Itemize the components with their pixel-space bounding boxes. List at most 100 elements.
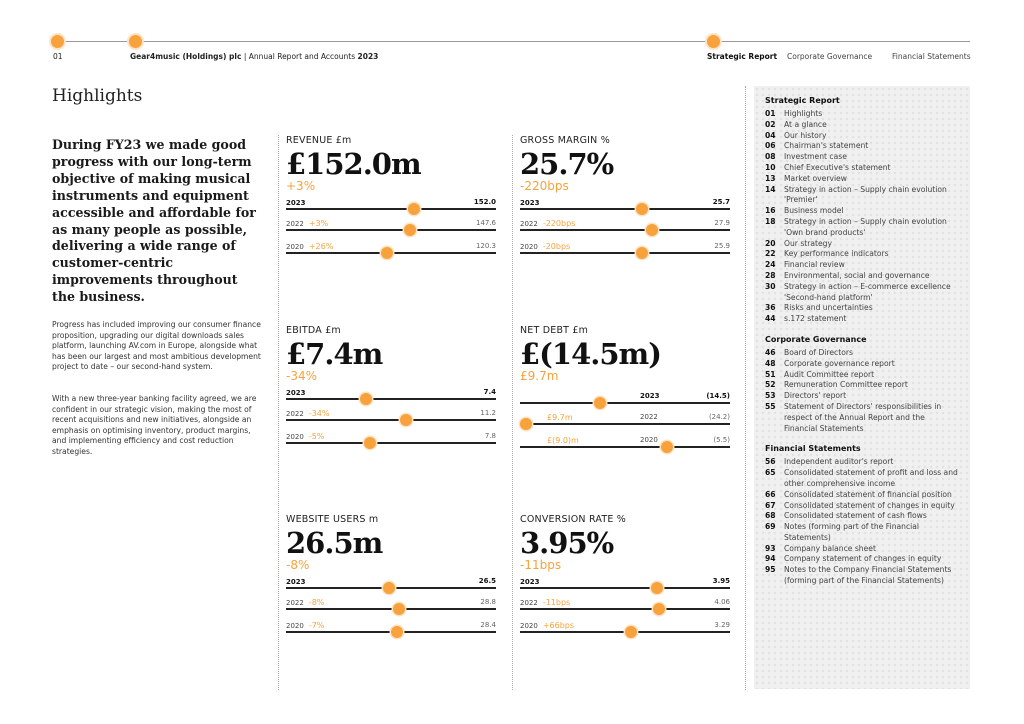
- contents-item-label: Notes (forming part of the Financial Sta…: [784, 522, 920, 542]
- row-track: [286, 398, 496, 400]
- contents-item[interactable]: 13 Market overview: [765, 174, 959, 185]
- contents-item-label: Financial review: [784, 260, 845, 270]
- row-marker-dot: [393, 603, 406, 615]
- contents-item[interactable]: 55 Statement of Directors' responsibiliti…: [765, 402, 959, 434]
- contents-item[interactable]: 52 Remuneration Committee report: [765, 380, 959, 391]
- header-rule: [57, 41, 970, 42]
- kpi-title: WEBSITE USERS m: [286, 514, 379, 525]
- intro-text: During FY23 we made good progress with o…: [52, 137, 256, 305]
- contents-page-number: 02: [765, 119, 776, 129]
- contents-item[interactable]: 46 Board of Directors: [765, 348, 959, 359]
- kpi-year-row: 2020 -5% 7.8: [286, 429, 496, 452]
- row-change: +3%: [308, 219, 329, 228]
- contents-page-number: 18: [765, 216, 776, 226]
- contents-item[interactable]: 48 Corporate governance report: [765, 359, 959, 370]
- contents-page-number: 69: [765, 522, 776, 532]
- column-divider: [745, 86, 746, 690]
- row-marker-dot: [593, 397, 606, 409]
- contents-item[interactable]: 95 Notes to the Company Financial Stateme…: [765, 565, 959, 587]
- contents-item[interactable]: 14 Strategy in action – Supply chain evol…: [765, 185, 959, 207]
- kpi-year-row: 2023 (14.5): [520, 389, 730, 410]
- contents-item[interactable]: 02 At a glance: [765, 120, 959, 131]
- row-marker-dot: [646, 224, 659, 236]
- kpi-year-row: 2020 -7% 28.4: [286, 618, 496, 641]
- contents-item[interactable]: 66 Consolidated statement of financial po…: [765, 490, 959, 501]
- row-year: 2023: [520, 578, 540, 586]
- kpi-value: £(14.5m): [520, 337, 662, 371]
- row-year: 2020: [520, 622, 538, 630]
- contents-item[interactable]: 93 Company balance sheet: [765, 544, 959, 555]
- contents-item[interactable]: 56 Independent auditor's report: [765, 457, 959, 468]
- contents-page-number: 46: [765, 347, 776, 357]
- contents-item[interactable]: 65 Consolidated statement of profit and l…: [765, 468, 959, 490]
- contents-item[interactable]: 10 Chief Executive's statement: [765, 163, 959, 174]
- row-track: [520, 423, 730, 425]
- contents-item[interactable]: 28 Environmental, social and governance: [765, 271, 959, 282]
- contents-item-label: Consolidated statement of profit and los…: [784, 468, 958, 488]
- contents-page-number: 01: [765, 109, 776, 118]
- row-marker-dot: [520, 418, 533, 430]
- contents-item[interactable]: 53 Directors' report: [765, 391, 959, 402]
- contents-item-label: Independent auditor's report: [784, 457, 894, 467]
- row-marker-dot: [364, 437, 376, 449]
- contents-item[interactable]: 51 Audit Committee report: [765, 370, 959, 381]
- contents-item[interactable]: 94 Company statement of changes in equity: [765, 554, 959, 565]
- row-year: 2020: [286, 622, 304, 630]
- contents-item[interactable]: 06 Chairman's statement: [765, 141, 959, 152]
- row-marker-dot: [625, 626, 638, 638]
- contents-item[interactable]: 36 Risks and uncertainties: [765, 303, 959, 314]
- row-change: -11bps: [542, 598, 571, 607]
- row-marker-dot: [391, 626, 404, 638]
- nav-corporate-governance[interactable]: Corporate Governance: [787, 52, 873, 61]
- row-marker-dot: [652, 603, 665, 615]
- contents-item[interactable]: 67 Consolidated statement of changes in e…: [765, 501, 959, 512]
- row-year: 2020: [520, 243, 538, 251]
- column-divider: [512, 135, 513, 690]
- kpi-title: NET DEBT £m: [520, 325, 589, 336]
- kpi-conversion-rate: CONVERSION RATE % 3.95% -11bps 2023 3.95…: [520, 514, 730, 649]
- contents-item[interactable]: 01 Highlights: [765, 109, 959, 120]
- contents-section-title: Financial Statements: [765, 444, 861, 454]
- row-value: 25.7: [712, 198, 730, 206]
- row-year: 2020: [286, 243, 304, 251]
- row-track: [520, 631, 730, 633]
- nav-financial-statements[interactable]: Financial Statements: [892, 52, 971, 61]
- kpi-year-row: 2022 -8% 28.8: [286, 595, 496, 618]
- nav-strategic-report[interactable]: Strategic Report: [707, 52, 778, 61]
- row-track: [520, 229, 730, 231]
- contents-item[interactable]: 20 Our strategy: [765, 239, 959, 250]
- contents-item[interactable]: 08 Investment case: [765, 152, 959, 163]
- contents-item-label: Company balance sheet: [784, 543, 876, 553]
- kpi-title: GROSS MARGIN %: [520, 135, 610, 146]
- contents-item[interactable]: 69 Notes (forming part of the Financial S…: [765, 522, 959, 544]
- contents-item[interactable]: 04 Our history: [765, 131, 959, 142]
- contents-item[interactable]: 18 Strategy in action – Supply chain evol…: [765, 217, 959, 239]
- kpi-revenue-m: REVENUE £m £152.0m +3% 2023 152.0 2022 +3…: [286, 135, 496, 270]
- row-change: -34%: [308, 409, 330, 418]
- row-value: 28.4: [480, 621, 496, 629]
- contents-item[interactable]: 68 Consolidated statement of cash flows: [765, 511, 959, 522]
- contents-page-number: 66: [765, 489, 776, 499]
- kpi-value: 3.95%: [520, 526, 614, 560]
- contents-item-label: Key performance indicators: [784, 249, 889, 259]
- kpi-year-row: 2020 -20bps 25.9: [520, 239, 730, 262]
- kpi-year-row: 2023 7.4: [286, 385, 496, 406]
- contents-page-number: 24: [765, 260, 776, 270]
- contents-item-label: Our strategy: [784, 238, 832, 248]
- contents-item[interactable]: 24 Financial review: [765, 260, 959, 271]
- row-marker-dot: [399, 414, 412, 426]
- page-title: Highlights: [52, 86, 143, 106]
- contents-page-number: 94: [765, 554, 776, 564]
- kpi-year-row: 2022 -220bps 27.9: [520, 216, 730, 239]
- row-change: -220bps: [542, 219, 576, 228]
- row-year: 2020: [286, 433, 304, 441]
- contents-item[interactable]: 44 s.172 statement: [765, 314, 959, 325]
- report-name: Annual Report and Accounts: [248, 52, 356, 61]
- contents-item[interactable]: 22 Key performance indicators: [765, 249, 959, 260]
- kpi-value: £152.0m: [286, 147, 422, 181]
- kpi-year-row: 2023 3.95: [520, 574, 730, 595]
- row-value: 120.3: [475, 242, 496, 250]
- contents-item[interactable]: 16 Business model: [765, 206, 959, 217]
- contents-item-label: At a glance: [784, 119, 827, 129]
- contents-item[interactable]: 30 Strategy in action – E-commerce excell…: [765, 282, 959, 304]
